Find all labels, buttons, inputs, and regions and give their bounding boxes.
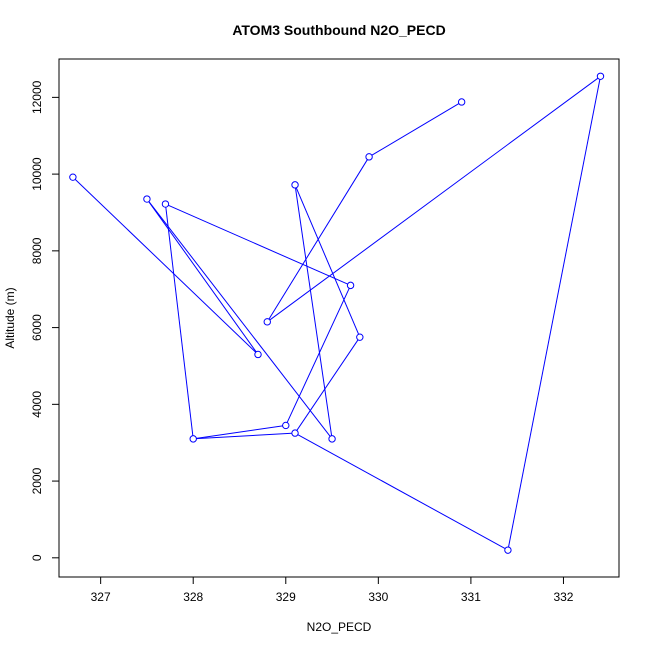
series-line-segment [508, 79, 601, 548]
y-tick-label: 8000 [30, 237, 44, 264]
x-tick-label: 331 [461, 590, 481, 604]
x-tick-label: 332 [553, 590, 573, 604]
series-line-segment [269, 77, 599, 321]
data-point [143, 195, 151, 203]
x-tick-label: 330 [368, 590, 388, 604]
data-point [457, 98, 466, 106]
series-lines [74, 77, 601, 550]
y-tick-label: 12000 [30, 80, 44, 114]
data-point [346, 281, 355, 290]
series-line-segment [297, 434, 506, 550]
data-point [69, 173, 77, 181]
x-axis-ticks: 327 328 329 330 331 332 [91, 577, 574, 604]
data-point [504, 546, 512, 554]
y-tick-label: 10000 [30, 157, 44, 191]
data-point [596, 72, 605, 80]
series-line-segment [74, 179, 257, 353]
x-tick-label: 327 [91, 590, 111, 604]
series-line-segment [286, 288, 350, 423]
y-tick-label: 6000 [30, 314, 44, 341]
data-point [282, 421, 290, 430]
data-point [263, 318, 271, 326]
y-tick-label: 2000 [30, 467, 44, 494]
chart-title: ATOM3 Southbound N2O_PECD [232, 22, 445, 38]
series-line-segment [295, 187, 360, 335]
y-axis-ticks: 0 2000 4000 6000 8000 10000 12000 [30, 80, 59, 561]
series-line-segment [148, 201, 257, 353]
data-point [291, 181, 299, 189]
y-tick-label: 0 [30, 554, 44, 561]
series-line-segment [371, 103, 460, 156]
series-line-segment [196, 432, 292, 440]
data-point [365, 153, 373, 161]
data-point [328, 435, 336, 443]
data-point [356, 333, 364, 341]
series-line-segment [196, 425, 283, 439]
data-point [189, 435, 197, 443]
data-point [161, 200, 170, 208]
series-line-segment [294, 187, 333, 436]
y-axis-label: Altitude (m) [3, 287, 17, 348]
series-line-segment [296, 339, 359, 431]
data-point [254, 350, 262, 359]
series-line-segment [168, 204, 348, 285]
series-line-segment [165, 207, 194, 436]
series-points [69, 72, 605, 554]
x-tick-label: 328 [183, 590, 203, 604]
x-axis-label: N2O_PECD [307, 620, 372, 634]
x-tick-label: 329 [276, 590, 296, 604]
data-point [291, 429, 299, 437]
y-tick-label: 4000 [30, 391, 44, 418]
plot-frame [58, 58, 620, 578]
series-line-segment [148, 201, 331, 437]
